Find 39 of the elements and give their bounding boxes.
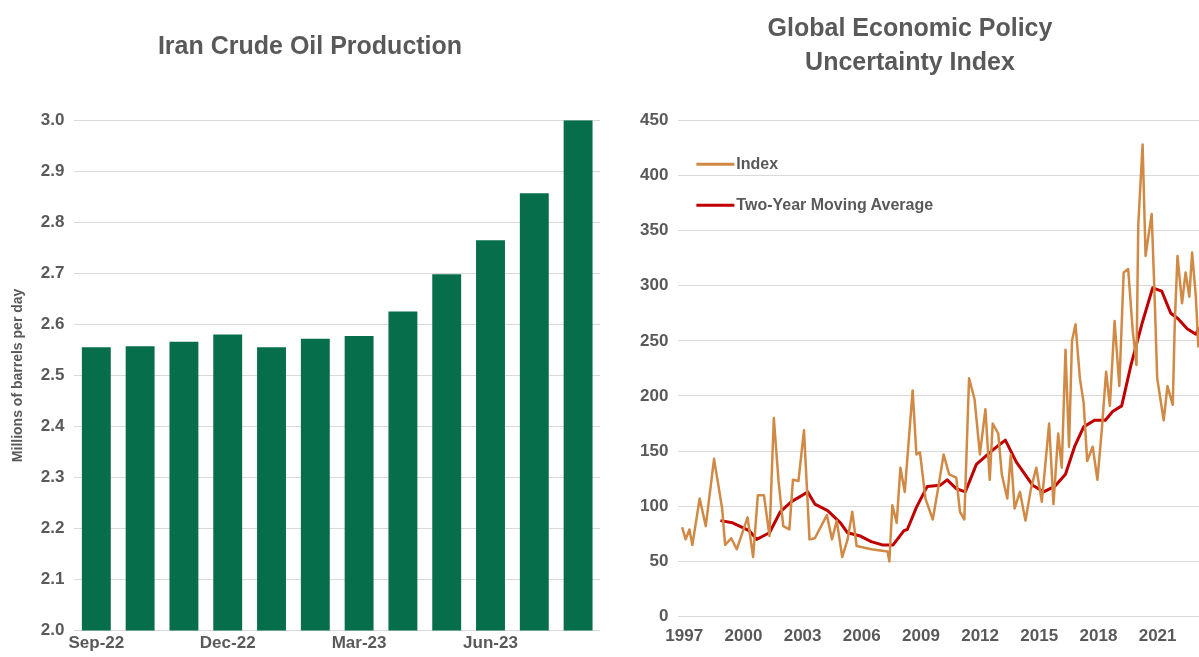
y-tick-label: 2.0 bbox=[40, 620, 65, 640]
y-tick-label: 0 bbox=[658, 606, 669, 626]
x-tick-label: 2003 bbox=[783, 626, 822, 646]
y-tick-label: 2.6 bbox=[40, 314, 65, 334]
y-tick-label: 50 bbox=[649, 551, 669, 571]
x-tick-label: 2018 bbox=[1079, 626, 1118, 646]
y-tick-label: 2.3 bbox=[40, 467, 65, 487]
x-tick-label: 2000 bbox=[724, 626, 763, 646]
legend-label: Index bbox=[736, 154, 779, 172]
chart-title: Global Economic Policy Uncertainty Index bbox=[766, 12, 1054, 77]
y-tick-label: 100 bbox=[639, 495, 669, 515]
y-tick-label: 250 bbox=[639, 330, 669, 350]
x-tick-label: Sep-22 bbox=[68, 633, 125, 653]
x-tick-label: Mar-23 bbox=[331, 633, 387, 653]
y-axis-title: Millions of barrels per day bbox=[9, 288, 26, 463]
chart-title: Iran Crude Oil Production bbox=[156, 30, 464, 61]
x-tick-label: 2006 bbox=[842, 626, 881, 646]
y-tick-label: 2.1 bbox=[40, 569, 65, 589]
y-tick-label: 400 bbox=[639, 165, 669, 185]
y-tick-label: 150 bbox=[639, 440, 669, 460]
y-tick-label: 450 bbox=[639, 109, 669, 129]
y-tick-label: 2.9 bbox=[40, 160, 65, 180]
y-tick-label: 3.0 bbox=[40, 109, 65, 129]
x-tick-label: 2015 bbox=[1020, 626, 1059, 646]
x-tick-label: Jun-23 bbox=[463, 633, 518, 653]
x-tick-label: 1997 bbox=[665, 626, 704, 646]
legend-label: Two-Year Moving Average bbox=[736, 195, 934, 213]
x-tick-label: 2012 bbox=[961, 626, 1000, 646]
x-tick-label: 2021 bbox=[1138, 626, 1177, 646]
x-tick-label: Dec-22 bbox=[199, 633, 256, 653]
y-tick-label: 2.4 bbox=[40, 416, 65, 436]
y-tick-label: 2.7 bbox=[40, 263, 65, 283]
y-tick-label: 2.5 bbox=[40, 365, 65, 385]
y-tick-label: 2.8 bbox=[40, 211, 65, 231]
x-tick-label: 2009 bbox=[902, 626, 940, 646]
y-tick-label: 350 bbox=[639, 220, 669, 240]
y-tick-label: 200 bbox=[639, 385, 669, 405]
y-tick-label: 300 bbox=[639, 275, 669, 295]
y-tick-label: 2.2 bbox=[40, 518, 65, 538]
